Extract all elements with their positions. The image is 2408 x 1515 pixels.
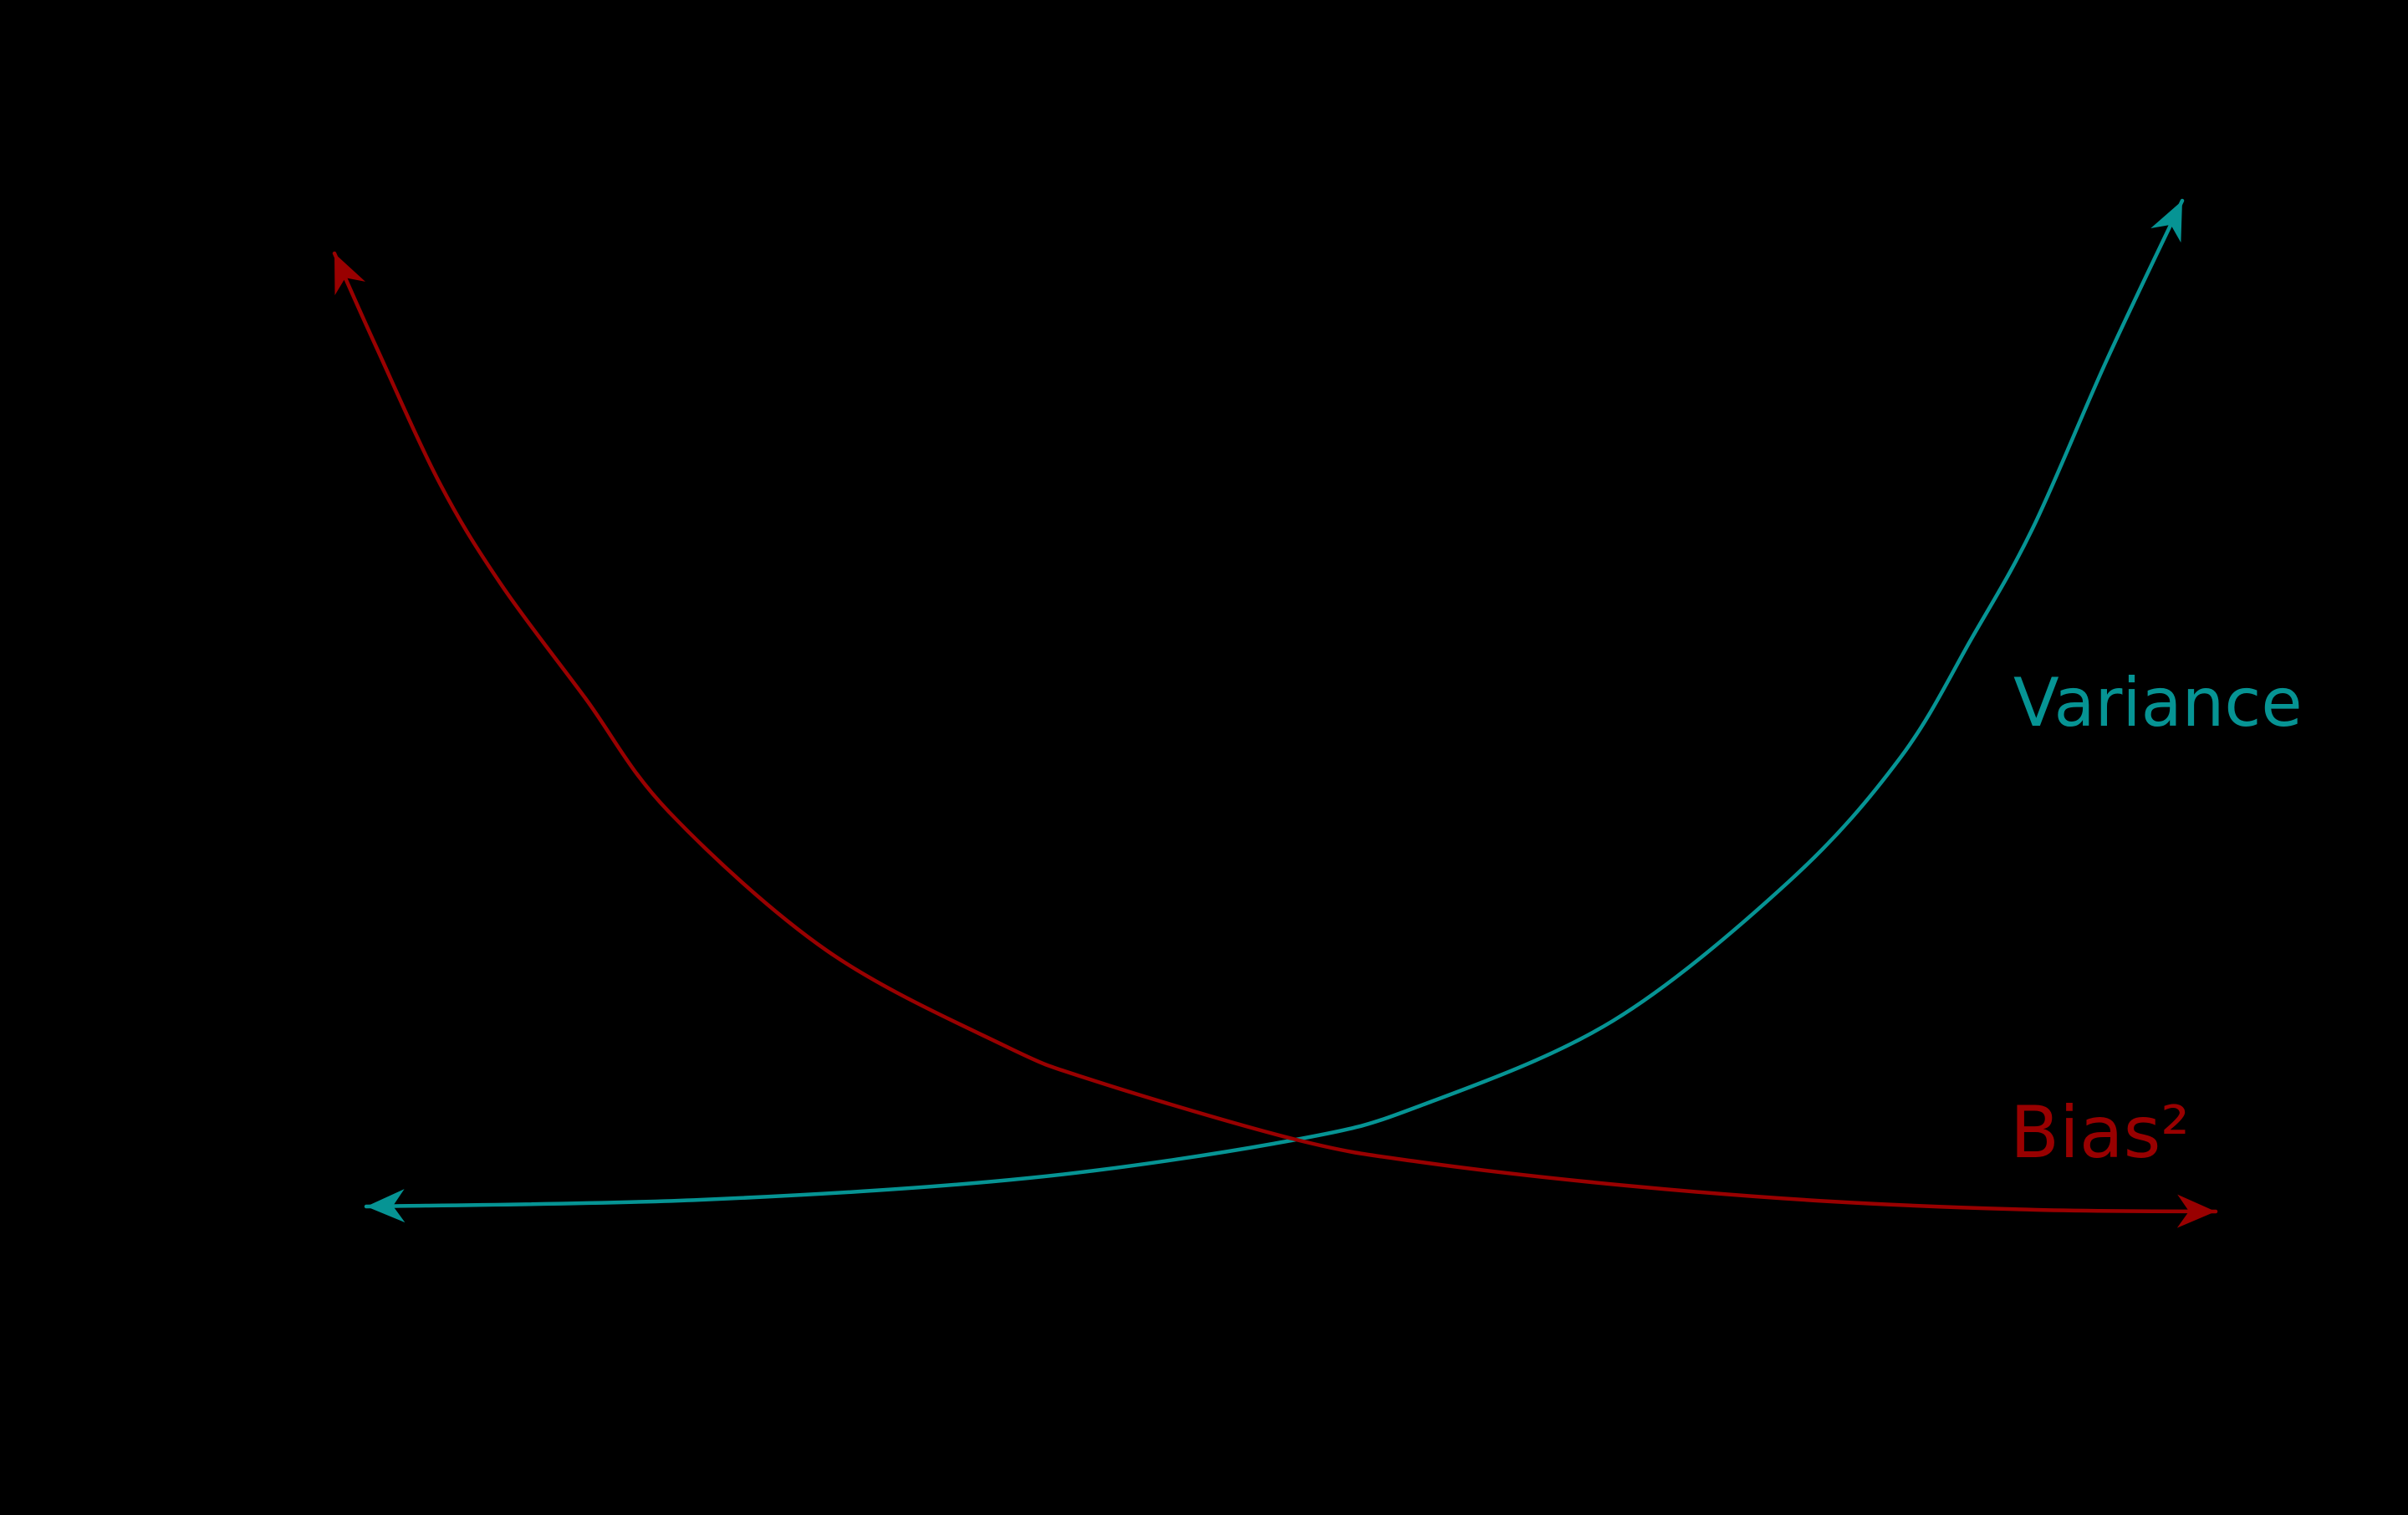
variance-curve (364, 198, 2185, 1209)
variance-end-arrow-icon (2150, 201, 2182, 243)
bias-squared-curve (332, 251, 2218, 1214)
bias-squared-end-arrow-icon (2176, 1194, 2216, 1228)
variance-label: Variance (2013, 664, 2303, 742)
bias-squared-label: Bias² (2010, 1091, 2190, 1175)
variance-start-arrow-icon (366, 1189, 406, 1223)
arrowheads (334, 201, 2216, 1228)
bias-squared-start-arrow-icon (334, 253, 366, 296)
series-layer (332, 198, 2218, 1214)
